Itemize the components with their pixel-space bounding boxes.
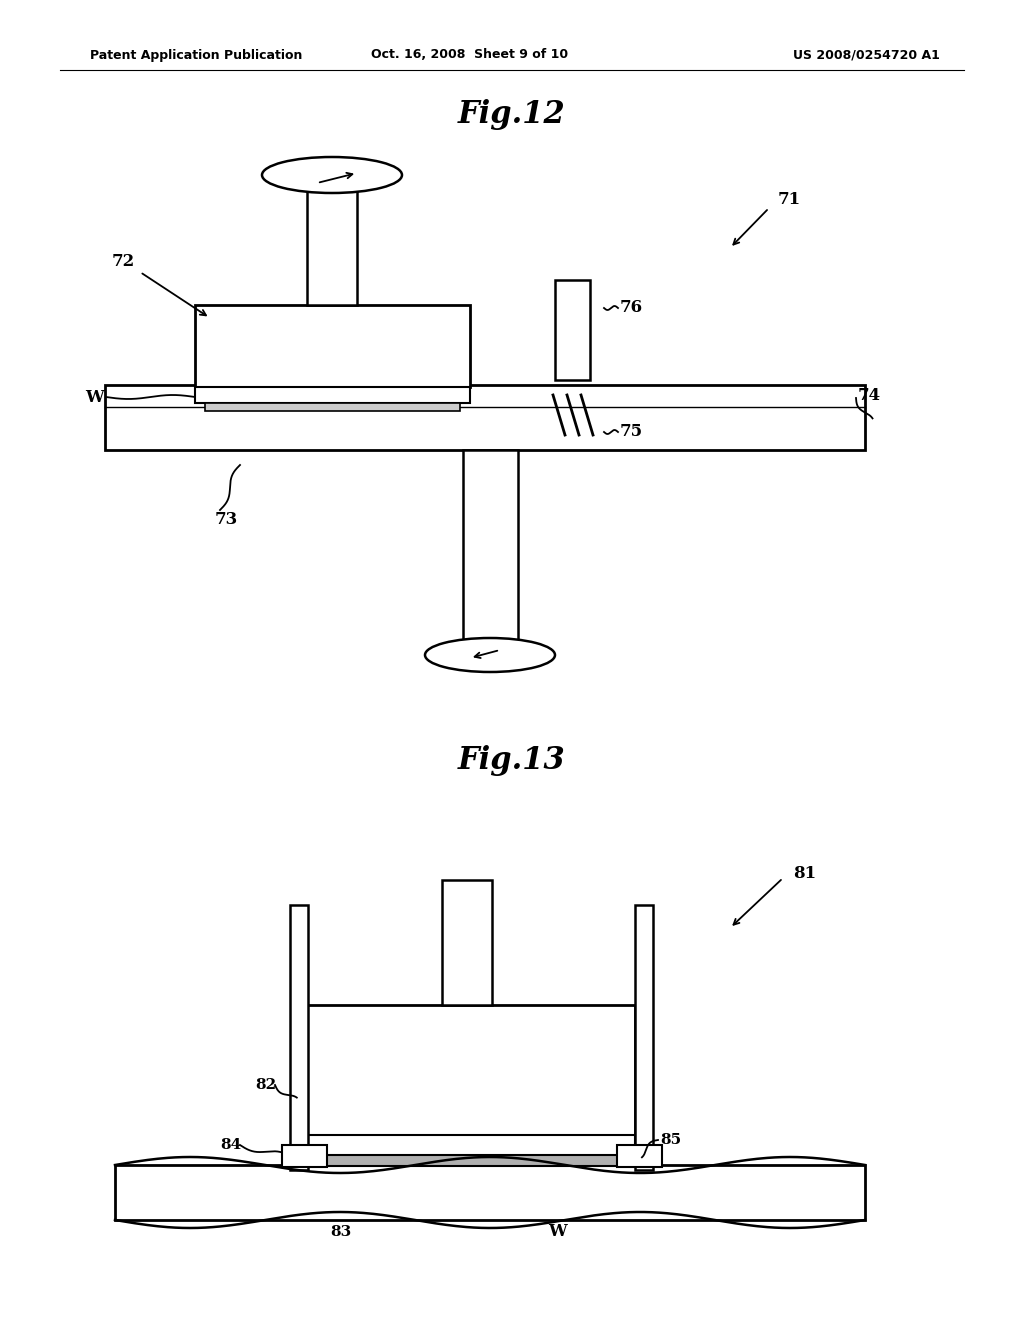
Bar <box>617 1144 662 1167</box>
Bar <box>195 305 470 387</box>
Bar <box>282 1144 327 1167</box>
Bar <box>463 450 518 640</box>
Text: Patent Application Publication: Patent Application Publication <box>90 49 302 62</box>
Text: 74: 74 <box>858 387 881 404</box>
Bar <box>195 387 470 403</box>
Text: Oct. 16, 2008  Sheet 9 of 10: Oct. 16, 2008 Sheet 9 of 10 <box>372 49 568 62</box>
Bar <box>290 906 308 1170</box>
Bar <box>442 880 492 1005</box>
Text: W: W <box>85 388 104 405</box>
Bar <box>635 906 653 1170</box>
Bar <box>555 280 590 380</box>
Text: 85: 85 <box>660 1133 681 1147</box>
Text: 81: 81 <box>793 865 816 882</box>
Text: Fig.13: Fig.13 <box>458 744 566 776</box>
Text: 73: 73 <box>215 511 239 528</box>
Bar <box>307 185 357 305</box>
Text: 84: 84 <box>220 1138 242 1152</box>
Text: 76: 76 <box>620 300 643 317</box>
Bar <box>115 1166 865 1220</box>
Text: 75: 75 <box>620 424 643 441</box>
Ellipse shape <box>262 157 402 193</box>
Bar <box>300 1005 635 1135</box>
Bar <box>205 403 460 411</box>
Text: 82: 82 <box>255 1078 276 1092</box>
Text: W: W <box>548 1224 566 1241</box>
Text: 72: 72 <box>112 253 135 271</box>
Text: US 2008/0254720 A1: US 2008/0254720 A1 <box>794 49 940 62</box>
Bar <box>305 1150 620 1166</box>
Ellipse shape <box>425 638 555 672</box>
Text: 71: 71 <box>778 191 801 209</box>
Bar <box>105 385 865 450</box>
Bar <box>300 1135 635 1155</box>
Text: 83: 83 <box>330 1225 351 1239</box>
Text: Fig.12: Fig.12 <box>458 99 566 131</box>
